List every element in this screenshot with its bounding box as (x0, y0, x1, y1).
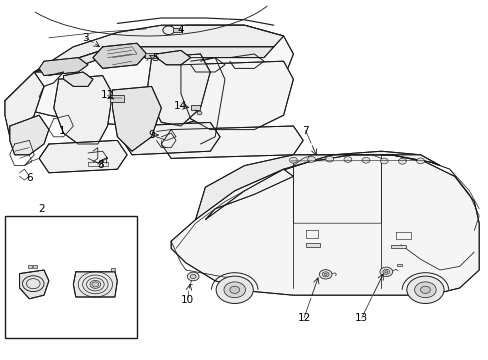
Circle shape (92, 282, 99, 287)
Text: 10: 10 (181, 294, 193, 305)
Text: 14: 14 (173, 101, 186, 111)
Bar (305, 243, 320, 247)
Bar (28, 265, 32, 268)
Circle shape (324, 273, 326, 275)
Circle shape (224, 282, 245, 298)
Circle shape (406, 276, 443, 303)
Bar (111, 268, 115, 271)
Polygon shape (20, 270, 49, 299)
Circle shape (190, 274, 196, 279)
Text: 5: 5 (152, 53, 159, 63)
Circle shape (325, 156, 333, 162)
Bar (190, 105, 200, 110)
Bar (33, 265, 37, 268)
Text: 11: 11 (101, 90, 114, 100)
Text: 9: 9 (148, 130, 155, 140)
Text: 8: 8 (97, 160, 103, 170)
Polygon shape (93, 43, 146, 68)
Polygon shape (34, 47, 273, 72)
Polygon shape (146, 54, 210, 126)
Circle shape (216, 276, 253, 303)
Circle shape (289, 157, 297, 163)
Bar (390, 245, 405, 248)
Circle shape (319, 270, 331, 279)
Bar (5, 216, 137, 338)
Circle shape (322, 272, 328, 277)
Circle shape (414, 282, 435, 298)
Polygon shape (381, 155, 439, 166)
Polygon shape (10, 115, 49, 155)
Polygon shape (39, 140, 127, 173)
Polygon shape (34, 25, 283, 72)
Polygon shape (195, 151, 439, 220)
Text: 2: 2 (38, 204, 45, 214)
Text: 3: 3 (82, 33, 89, 43)
Text: 6: 6 (26, 173, 33, 183)
Circle shape (197, 111, 202, 115)
Text: 12: 12 (297, 312, 310, 323)
Bar (172, 28, 181, 32)
Bar (144, 53, 155, 58)
Text: 1: 1 (59, 126, 66, 136)
Circle shape (398, 158, 406, 164)
Circle shape (362, 157, 369, 163)
Polygon shape (5, 25, 293, 126)
Polygon shape (181, 61, 293, 130)
Text: 13: 13 (354, 312, 368, 323)
Polygon shape (171, 155, 478, 295)
Polygon shape (39, 58, 88, 76)
Polygon shape (161, 126, 303, 158)
Text: 4: 4 (177, 25, 184, 35)
Polygon shape (156, 50, 190, 65)
Polygon shape (112, 86, 161, 151)
Polygon shape (63, 72, 93, 86)
Text: 7: 7 (302, 126, 308, 136)
Bar (109, 95, 124, 102)
Circle shape (420, 286, 429, 293)
Circle shape (343, 157, 351, 162)
Polygon shape (5, 72, 44, 137)
Circle shape (380, 158, 387, 164)
Circle shape (384, 271, 387, 273)
Polygon shape (122, 122, 220, 155)
Polygon shape (73, 272, 117, 297)
Polygon shape (205, 169, 293, 220)
Bar (396, 264, 401, 266)
Circle shape (187, 272, 199, 281)
Polygon shape (54, 76, 112, 144)
Circle shape (229, 286, 239, 293)
Circle shape (416, 158, 424, 164)
Circle shape (379, 267, 392, 276)
Circle shape (307, 157, 315, 162)
Circle shape (382, 269, 389, 274)
